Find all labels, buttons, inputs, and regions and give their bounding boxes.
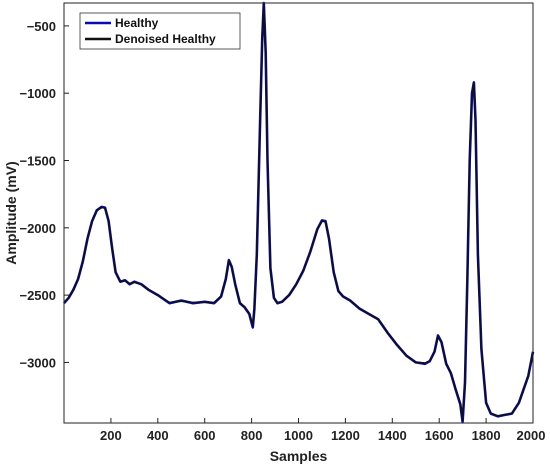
series-layer — [63, 1, 535, 424]
x-tick-label: 1600 — [425, 428, 454, 443]
y-tick-label: −2500 — [19, 288, 56, 303]
y-axis-ticks: −500 −1000 −1500 −2000 −2500 −3000 — [19, 19, 69, 370]
y-tick-label: −500 — [27, 19, 56, 34]
x-tick-label: 600 — [194, 428, 216, 443]
legend: Healthy Denoised Healthy — [79, 12, 241, 50]
x-tick-label: 1000 — [284, 428, 313, 443]
y-tick-label: −2000 — [19, 221, 56, 236]
y-tick-label: −1500 — [19, 154, 56, 169]
x-axis-ticks: 200 400 600 800 1000 1200 1400 1600 1800 2000 — [100, 418, 545, 443]
y-axis-label: Amplitude (mV) — [3, 161, 19, 264]
x-tick-label: 1800 — [472, 428, 501, 443]
series-line-healthy — [63, 1, 535, 424]
x-tick-label: 1400 — [378, 428, 407, 443]
x-tick-label: 200 — [100, 428, 122, 443]
legend-label-denoised-healthy: Denoised Healthy — [115, 32, 216, 46]
legend-label-healthy: Healthy — [115, 16, 159, 30]
legend-box — [79, 12, 241, 50]
y-tick-label: −3000 — [19, 355, 56, 370]
series-line-denoised-healthy — [63, 3, 534, 422]
x-tick-label: 400 — [147, 428, 169, 443]
x-tick-label: 800 — [241, 428, 263, 443]
plot-frame — [63, 2, 534, 424]
x-axis-label: Samples — [270, 448, 328, 464]
x-tick-label: 2000 — [517, 428, 546, 443]
x-tick-label: 1200 — [331, 428, 360, 443]
y-tick-label: −1000 — [19, 86, 56, 101]
